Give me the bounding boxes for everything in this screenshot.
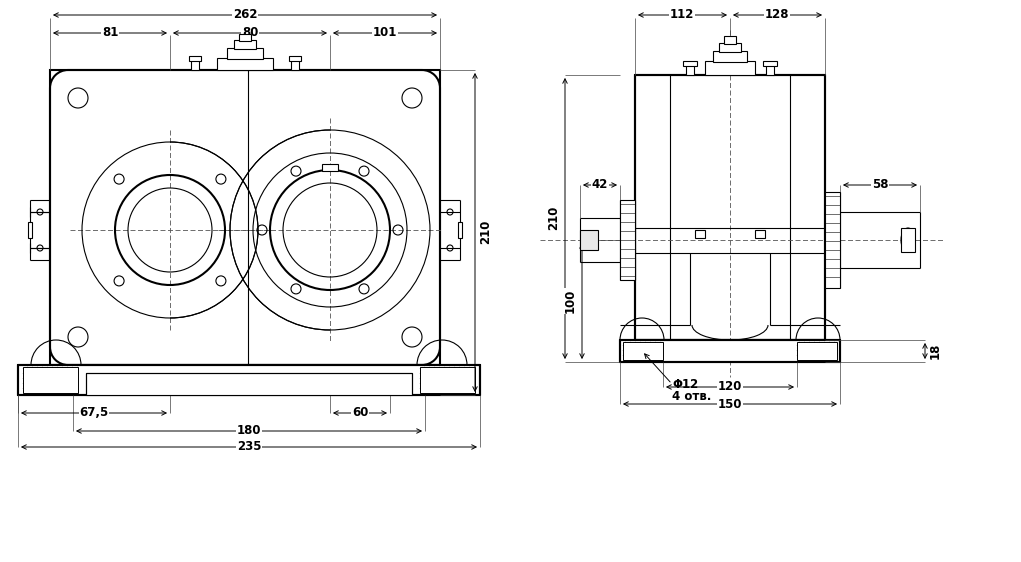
Bar	[18, 365, 480, 395]
Text: 18: 18	[929, 343, 942, 359]
Bar	[50, 70, 440, 365]
Bar	[234, 40, 256, 49]
Text: 262: 262	[233, 8, 257, 21]
Bar	[766, 65, 774, 75]
Bar	[683, 61, 697, 66]
Bar	[420, 367, 475, 393]
Bar	[189, 56, 201, 61]
Text: 81: 81	[102, 26, 118, 39]
Bar	[797, 342, 837, 360]
Bar	[686, 65, 694, 75]
Text: 100: 100	[564, 289, 577, 313]
Bar	[620, 200, 635, 280]
Bar	[901, 228, 915, 252]
Bar	[458, 222, 461, 238]
Bar	[227, 48, 263, 59]
Bar	[23, 367, 78, 393]
Text: 150: 150	[718, 397, 742, 410]
Text: 4 отв.: 4 отв.	[672, 391, 712, 404]
Bar	[28, 222, 32, 238]
Text: 58: 58	[872, 179, 888, 192]
Bar	[695, 230, 704, 238]
Bar	[825, 192, 840, 288]
Text: 42: 42	[592, 179, 609, 192]
Bar	[713, 51, 747, 62]
Text: 180: 180	[237, 424, 261, 437]
Bar	[580, 230, 598, 250]
Bar	[623, 342, 663, 360]
Text: 235: 235	[237, 441, 261, 454]
Bar	[289, 56, 301, 61]
Text: Φ12: Φ12	[672, 378, 698, 391]
Bar	[755, 230, 765, 238]
Bar	[86, 373, 412, 395]
Text: 80: 80	[242, 26, 258, 39]
Bar	[704, 61, 755, 75]
Bar	[724, 36, 736, 44]
Text: 210: 210	[479, 220, 492, 244]
Text: 128: 128	[765, 8, 789, 21]
Text: 120: 120	[718, 380, 742, 393]
Text: 210: 210	[547, 206, 560, 230]
Text: 112: 112	[670, 8, 694, 21]
Bar	[239, 34, 251, 41]
Bar	[322, 164, 338, 171]
Text: 67,5: 67,5	[80, 406, 108, 419]
Bar	[217, 58, 273, 70]
Bar	[620, 340, 840, 362]
Bar	[191, 60, 199, 70]
Bar	[763, 61, 777, 66]
Bar	[719, 43, 741, 52]
Text: 60: 60	[352, 406, 369, 419]
Bar	[635, 75, 825, 340]
Text: 101: 101	[373, 26, 397, 39]
Bar	[291, 60, 299, 70]
